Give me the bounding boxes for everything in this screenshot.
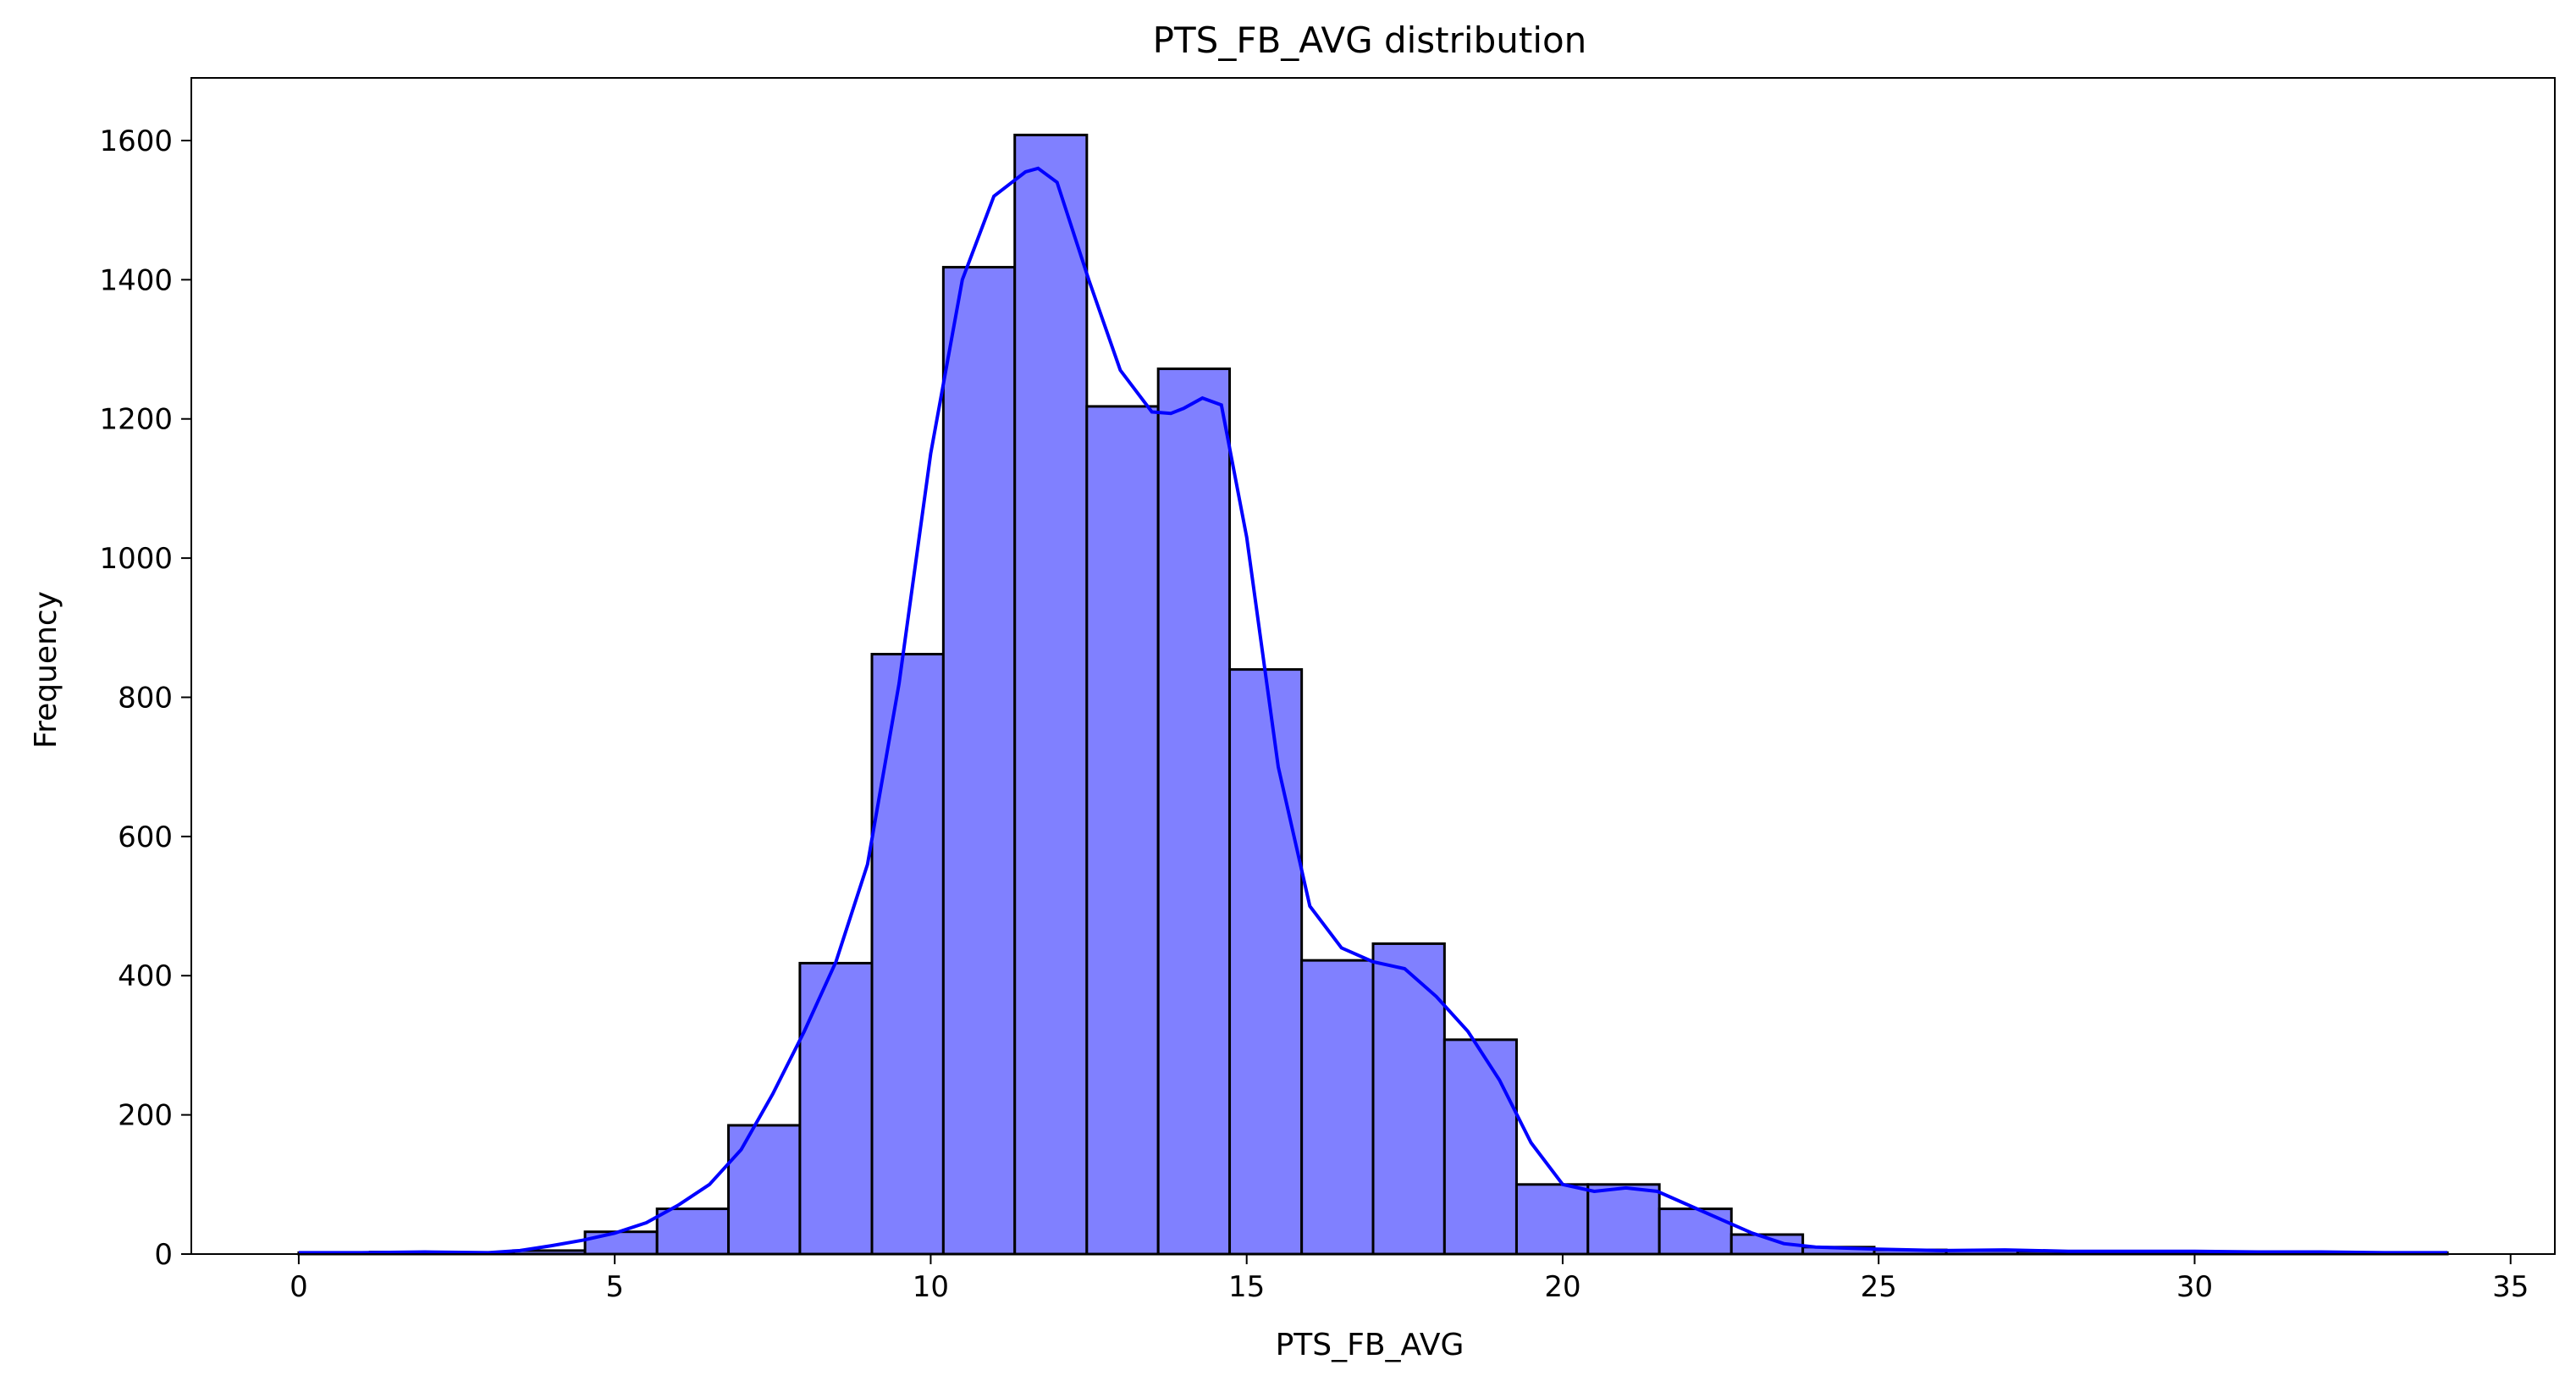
histogram-bar-17 [1514,1183,1590,1256]
histogram-bar-5 [655,1207,731,1256]
y-tick-label-5: 1000 [99,542,173,576]
y-tick-label-3: 600 [118,821,173,854]
y-tick-label-4: 800 [118,681,173,715]
chart-title: PTS_FB_AVG distribution [1153,19,1587,61]
x-tick-label-4: 20 [1544,1270,1580,1304]
x-tick-label-0: 0 [290,1270,308,1304]
y-axis-label: Frequency [29,591,63,749]
histogram-bar-11 [1085,405,1160,1256]
histogram-bar-6 [727,1124,802,1256]
y-tick-label-7: 1400 [99,263,173,297]
histogram-bar-16 [1442,1038,1518,1256]
x-tick-label-7: 35 [2492,1270,2529,1304]
plot-area-frame [190,77,2556,1255]
y-tick-label-1: 200 [118,1099,173,1133]
histogram-bar-4 [583,1230,659,1256]
histogram-bar-7 [798,961,874,1256]
x-tick-label-1: 5 [605,1270,624,1304]
y-tick-label-2: 400 [118,959,173,993]
y-tick-label-6: 1200 [99,403,173,437]
x-axis-label: PTS_FB_AVG [1276,1328,1465,1362]
y-tick-label-8: 1600 [99,124,173,158]
histogram-bar-13 [1228,668,1304,1256]
histogram-bar-14 [1300,959,1375,1256]
histogram-bar-12 [1156,367,1232,1256]
x-tick-label-6: 30 [2176,1270,2213,1304]
histogram-bar-15 [1371,942,1446,1256]
histogram-bar-10 [1013,133,1089,1256]
histogram-bar-9 [941,266,1017,1256]
kde-curve [298,166,2448,1255]
histogram-bar-8 [870,653,945,1256]
x-tick-label-3: 15 [1228,1270,1265,1304]
x-tick-label-5: 25 [1861,1270,1897,1304]
y-tick-label-0: 0 [154,1238,173,1272]
histogram-bar-19 [1658,1207,1733,1256]
y-axis-ticks: 0 200 400 600 800 1000 1200 1400 1600 [99,124,191,1272]
histogram-bar-18 [1586,1183,1661,1256]
x-axis-ticks: 0 5 10 15 20 25 30 35 [290,1254,2529,1304]
x-tick-label-2: 10 [913,1270,949,1304]
